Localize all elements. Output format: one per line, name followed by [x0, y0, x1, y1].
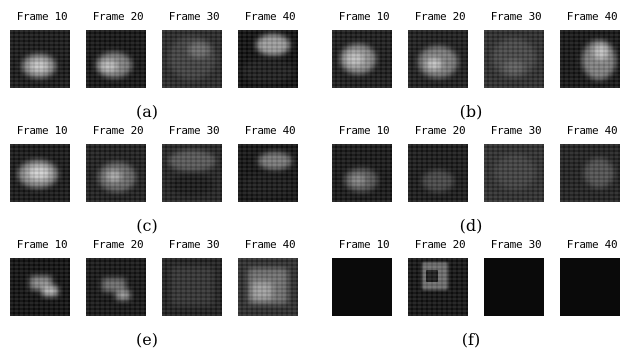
- frame-40: Frame 40: [554, 124, 624, 222]
- frame-label: Frame 30: [490, 10, 542, 23]
- frame-thumbnail: [162, 258, 222, 316]
- panel-caption: (d): [459, 216, 483, 235]
- frame-20: Frame 20: [80, 238, 156, 336]
- frame-10: Frame 10: [4, 10, 80, 108]
- panel-c: Frame 10 Frame 20 Frame 30 Fr: [4, 124, 304, 242]
- frame-thumbnail: [86, 258, 146, 316]
- frame-30: Frame 30: [478, 238, 554, 336]
- frame-thumbnail: [238, 144, 298, 202]
- frame-label: Frame 30: [490, 124, 542, 137]
- frame-20: Frame 20: [402, 124, 478, 222]
- frame-thumbnail: [408, 30, 468, 88]
- frame-10: Frame 10: [326, 238, 402, 336]
- frame-label: Frame 40: [566, 238, 618, 251]
- frame-row: Frame 10 Frame 20 Frame 30 Frame 40: [326, 238, 624, 336]
- frame-10: Frame 10: [4, 124, 80, 222]
- frame-label: Frame 30: [490, 238, 542, 251]
- frame-label: Frame 20: [414, 124, 466, 137]
- panel-f: Frame 10 Frame 20 Frame 30 Frame 40 (f): [326, 238, 624, 356]
- frame-label: Frame 30: [168, 124, 220, 137]
- frame-thumbnail: [10, 30, 70, 88]
- frame-30: Frame 30: [478, 10, 554, 108]
- frame-thumbnail: [86, 30, 146, 88]
- frame-thumbnail: [408, 258, 468, 316]
- frame-30: Frame 30: [156, 10, 232, 108]
- frame-10: Frame 10: [4, 238, 80, 336]
- frame-label: Frame 40: [566, 124, 618, 137]
- frame-10: Frame 10: [326, 10, 402, 108]
- frame-label: Frame 20: [92, 10, 144, 23]
- frame-40: Frame 40: [554, 10, 624, 108]
- frame-thumbnail: [162, 30, 222, 88]
- frame-thumbnail: [560, 30, 620, 88]
- frame-label: Frame 40: [244, 124, 296, 137]
- frame-thumbnail: [10, 258, 70, 316]
- frame-40: Frame 40: [232, 238, 308, 336]
- frame-row: Frame 10 Frame 20 Frame 30 Frame 40: [4, 238, 304, 336]
- frame-label: Frame 40: [566, 10, 618, 23]
- frame-label: Frame 10: [16, 10, 68, 23]
- frame-20: Frame 20: [402, 10, 478, 108]
- panel-b: Frame 10 Frame 20 Frame 30 Fr: [326, 10, 624, 128]
- frame-20: Frame 20: [80, 124, 156, 222]
- frame-30: Frame 30: [156, 124, 232, 222]
- frame-40: Frame 40: [232, 124, 308, 222]
- frame-label: Frame 20: [92, 238, 144, 251]
- frame-thumbnail: [560, 144, 620, 202]
- panel-caption: (a): [135, 102, 159, 121]
- frame-40: Frame 40: [232, 10, 308, 108]
- frame-thumbnail: [332, 144, 392, 202]
- panel-d: Frame 10 Frame 20 Frame 30 Frame 40: [326, 124, 624, 242]
- frame-thumbnail: [162, 144, 222, 202]
- panel-caption: (e): [136, 330, 158, 349]
- frame-thumbnail: [408, 144, 468, 202]
- frame-thumbnail: [10, 144, 70, 202]
- frame-label: Frame 10: [338, 124, 390, 137]
- frame-label: Frame 30: [168, 10, 220, 23]
- frame-thumbnail: [238, 30, 298, 88]
- frame-row: Frame 10 Frame 20 Frame 30 Fr: [4, 10, 304, 108]
- frame-thumbnail: [332, 30, 392, 88]
- frame-label: Frame 20: [92, 124, 144, 137]
- frame-thumbnail: [484, 30, 544, 88]
- frame-label: Frame 40: [244, 10, 296, 23]
- frame-row: Frame 10 Frame 20 Frame 30 Fr: [4, 124, 304, 222]
- frame-thumbnail: [332, 258, 392, 316]
- frame-row: Frame 10 Frame 20 Frame 30 Frame 40: [326, 124, 624, 222]
- frame-label: Frame 40: [244, 238, 296, 251]
- panel-a: Frame 10 Frame 20 Frame 30 Fr: [4, 10, 304, 128]
- frame-40: Frame 40: [554, 238, 624, 336]
- frame-label: Frame 10: [338, 238, 390, 251]
- frame-thumbnail: [238, 258, 298, 316]
- frame-label: Frame 20: [414, 238, 466, 251]
- panel-caption: (b): [459, 102, 483, 121]
- frame-label: Frame 10: [16, 124, 68, 137]
- frame-20: Frame 20: [402, 238, 478, 336]
- frame-thumbnail: [484, 144, 544, 202]
- frame-label: Frame 30: [168, 238, 220, 251]
- frame-30: Frame 30: [156, 238, 232, 336]
- frame-thumbnail: [484, 258, 544, 316]
- frame-label: Frame 10: [16, 238, 68, 251]
- panel-e: Frame 10 Frame 20 Frame 30 Frame 40: [4, 238, 304, 356]
- frame-thumbnail: [86, 144, 146, 202]
- panel-caption: (c): [136, 216, 158, 235]
- panel-caption: (f): [461, 330, 481, 349]
- frame-label: Frame 20: [414, 10, 466, 23]
- frame-10: Frame 10: [326, 124, 402, 222]
- frame-20: Frame 20: [80, 10, 156, 108]
- frame-row: Frame 10 Frame 20 Frame 30 Fr: [326, 10, 624, 108]
- frame-label: Frame 10: [338, 10, 390, 23]
- frame-30: Frame 30: [478, 124, 554, 222]
- frame-thumbnail: [560, 258, 620, 316]
